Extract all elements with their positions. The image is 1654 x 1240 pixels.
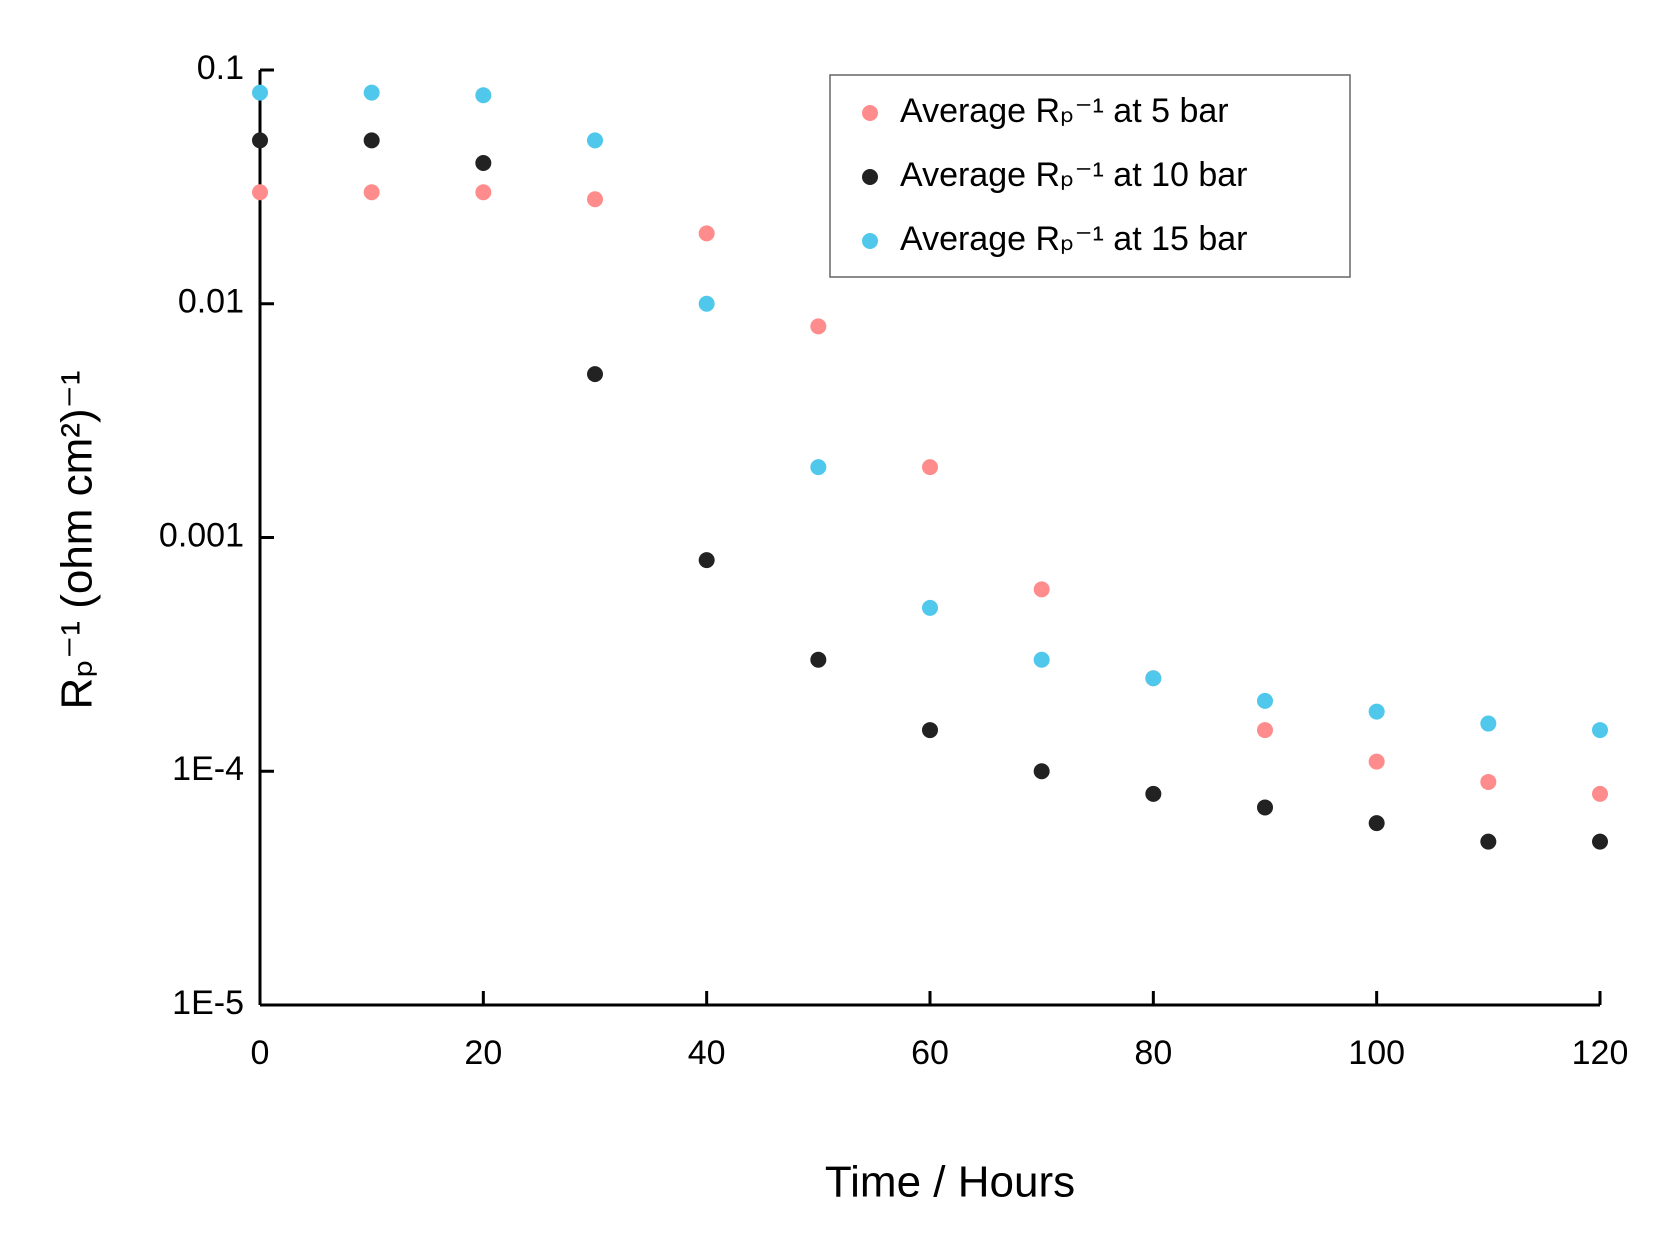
data-point — [1145, 785, 1162, 802]
legend-label: Average Rₚ⁻¹ at 10 bar — [900, 156, 1248, 194]
x-tick-label: 40 — [688, 1034, 726, 1072]
x-tick-label: 20 — [464, 1034, 502, 1072]
data-point — [363, 132, 380, 149]
data-point — [810, 318, 827, 335]
data-point — [1257, 722, 1273, 739]
data-point — [587, 191, 603, 208]
y-axis-label: Rₚ⁻¹ (ohm cm²)⁻¹ — [53, 370, 102, 709]
data-point — [363, 184, 380, 201]
x-axis-label: Time / Hours — [825, 1158, 1075, 1207]
legend-marker — [862, 105, 878, 121]
data-point — [252, 132, 268, 149]
data-point — [698, 295, 715, 312]
legend-label: Average Rₚ⁻¹ at 5 bar — [900, 92, 1229, 130]
data-point — [1592, 833, 1608, 850]
data-point — [810, 651, 827, 668]
data-point — [1480, 833, 1497, 850]
x-tick-label: 120 — [1572, 1034, 1629, 1072]
legend-marker — [862, 169, 878, 185]
data-point — [1592, 785, 1608, 802]
y-tick-label: 0.01 — [178, 283, 244, 321]
x-tick-label: 60 — [911, 1034, 949, 1072]
data-point — [1033, 763, 1050, 780]
data-point — [1368, 815, 1385, 832]
data-point — [698, 552, 715, 569]
data-point — [810, 459, 827, 476]
legend-label: Average Rₚ⁻¹ at 15 bar — [900, 220, 1248, 258]
data-point — [587, 366, 603, 383]
x-tick-label: 0 — [251, 1034, 270, 1072]
x-tick-label: 100 — [1348, 1034, 1405, 1072]
x-tick-label: 80 — [1134, 1034, 1172, 1072]
y-tick-label: 1E-5 — [172, 984, 244, 1022]
data-point — [475, 184, 492, 201]
data-point — [1368, 753, 1385, 770]
data-point — [1145, 670, 1162, 687]
data-point — [475, 87, 492, 104]
y-tick-label: 1E-4 — [172, 750, 244, 788]
legend-marker — [862, 233, 878, 249]
legend-box — [829, 74, 1351, 278]
data-point — [1480, 773, 1497, 790]
data-point — [363, 84, 380, 101]
data-point — [1033, 581, 1050, 598]
y-tick-label: 0.1 — [197, 49, 244, 87]
data-point — [475, 155, 492, 172]
data-point — [1480, 715, 1497, 732]
data-point — [1033, 651, 1050, 668]
data-point — [1368, 703, 1385, 720]
data-point — [252, 84, 268, 101]
data-point — [587, 132, 603, 149]
y-tick-label: 0.001 — [159, 516, 244, 554]
data-point — [252, 184, 268, 201]
data-point — [698, 225, 715, 242]
data-point — [922, 459, 938, 476]
data-point — [1257, 692, 1273, 709]
data-point — [922, 722, 938, 739]
data-point — [922, 599, 938, 616]
data-point — [1592, 722, 1608, 739]
data-point — [1257, 799, 1273, 816]
